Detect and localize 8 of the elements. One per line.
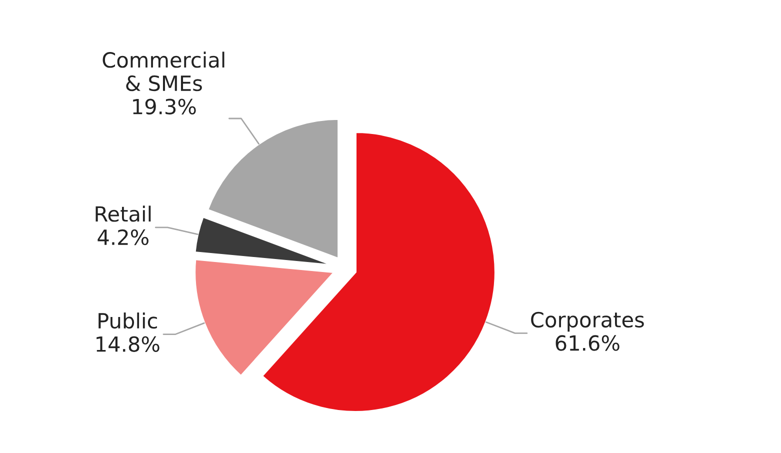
slice-label: Retail <box>96 206 151 222</box>
data-label: 4.2% <box>98 229 148 246</box>
slice-label: Commercial & SMEs <box>102 52 224 92</box>
data-label: 61.6% <box>556 335 620 351</box>
data-label: 19.3% <box>133 98 196 114</box>
data-label: 14.8% <box>96 336 160 352</box>
slice-label: Corporates <box>531 312 644 332</box>
slice-label: Public <box>98 312 157 329</box>
